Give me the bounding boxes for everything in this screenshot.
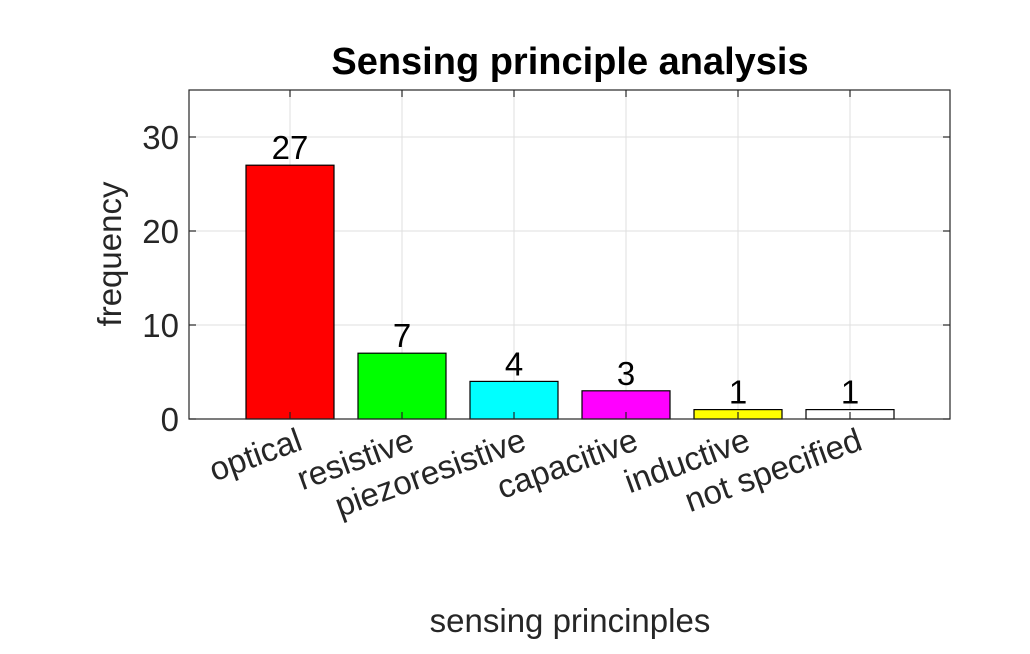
bar-value-label: 1 xyxy=(841,374,859,411)
y-tick-label: 20 xyxy=(142,213,179,250)
y-axis-label: frequency xyxy=(91,181,128,326)
chart-title: Sensing principle analysis xyxy=(331,41,808,83)
bar-value-label: 27 xyxy=(272,129,309,166)
plot-area-frame xyxy=(188,89,951,420)
x-tick-label: optical xyxy=(204,421,306,488)
bar-value-label: 7 xyxy=(393,317,411,354)
bar-optical xyxy=(245,164,335,420)
data-labels: 27 7 4 3 1 1 xyxy=(272,129,860,410)
bar-value-label: 4 xyxy=(505,345,523,382)
bar-value-label: 1 xyxy=(729,374,747,411)
y-tick-label: 0 xyxy=(161,401,179,438)
x-axis-label: sensing princinples xyxy=(430,602,711,639)
bar-resistive xyxy=(357,352,447,420)
bars xyxy=(245,164,895,420)
y-axis-ticks: 0 10 20 30 xyxy=(142,119,950,438)
bar-value-label: 3 xyxy=(617,355,635,392)
y-tick-label: 10 xyxy=(142,307,179,344)
y-tick-label: 30 xyxy=(142,119,179,156)
